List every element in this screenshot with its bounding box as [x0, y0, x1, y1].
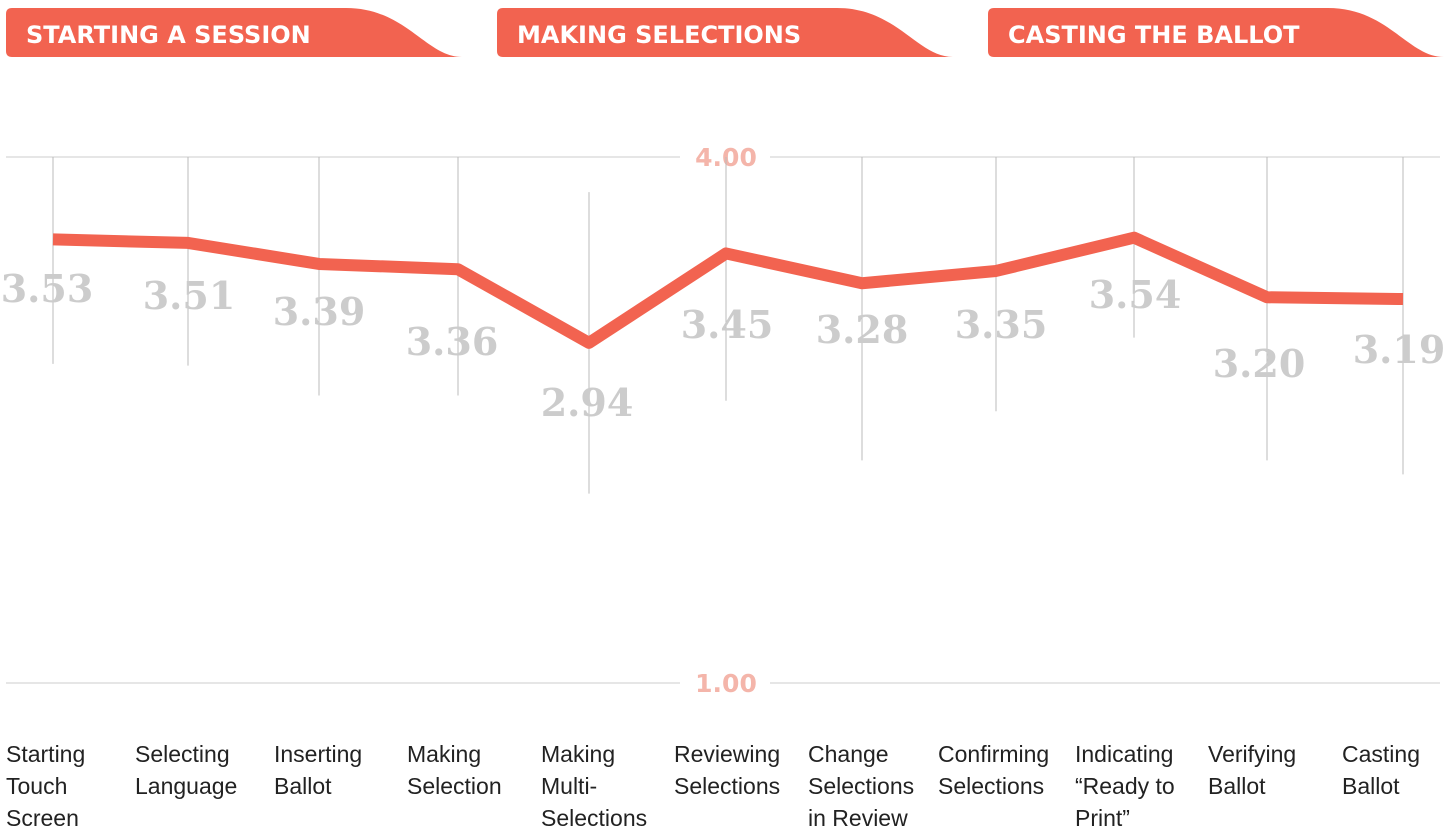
y-tick-label: 1.00 [695, 669, 757, 698]
section-title: CASTING THE BALLOT [1008, 21, 1300, 49]
section-banner [988, 8, 1444, 57]
x-tick-label: Indicating “Ready to Print” [1075, 741, 1175, 831]
x-tick-label: Verifying Ballot [1208, 741, 1297, 799]
section-banner [497, 8, 953, 57]
x-tick-label: Inserting Ballot [274, 741, 363, 799]
value-label: 3.45 [681, 302, 774, 347]
value-label: 3.54 [1089, 272, 1182, 317]
x-tick-label: Making Selection [407, 741, 502, 799]
value-label: 2.94 [541, 380, 634, 425]
value-label: 3.20 [1213, 341, 1306, 386]
value-label: 3.28 [816, 307, 909, 352]
section-banner [6, 8, 462, 57]
section-title: STARTING A SESSION [26, 21, 311, 49]
section-title: MAKING SELECTIONS [517, 21, 801, 49]
x-tick-label: Change Selections in Review [808, 741, 915, 831]
value-label: 3.51 [143, 273, 236, 318]
value-label: 3.19 [1353, 327, 1446, 372]
value-label: 3.53 [1, 266, 94, 311]
value-label: 3.35 [955, 302, 1048, 347]
data-line [52, 231, 1404, 349]
x-tick-label: Making Multi-Selections [541, 741, 648, 831]
x-tick-label: Confirming Selections [938, 741, 1050, 799]
x-tick-label: Selecting Language [135, 741, 238, 799]
tick-label-bg [680, 667, 770, 699]
value-label: 3.39 [273, 289, 366, 334]
x-tick-label: Reviewing Selections [674, 741, 781, 799]
tick-label-bg [680, 141, 770, 173]
x-tick-label: Starting Touch Screen [6, 741, 86, 831]
value-label: 3.36 [406, 319, 499, 364]
x-tick-label: Casting Ballot [1342, 741, 1420, 799]
